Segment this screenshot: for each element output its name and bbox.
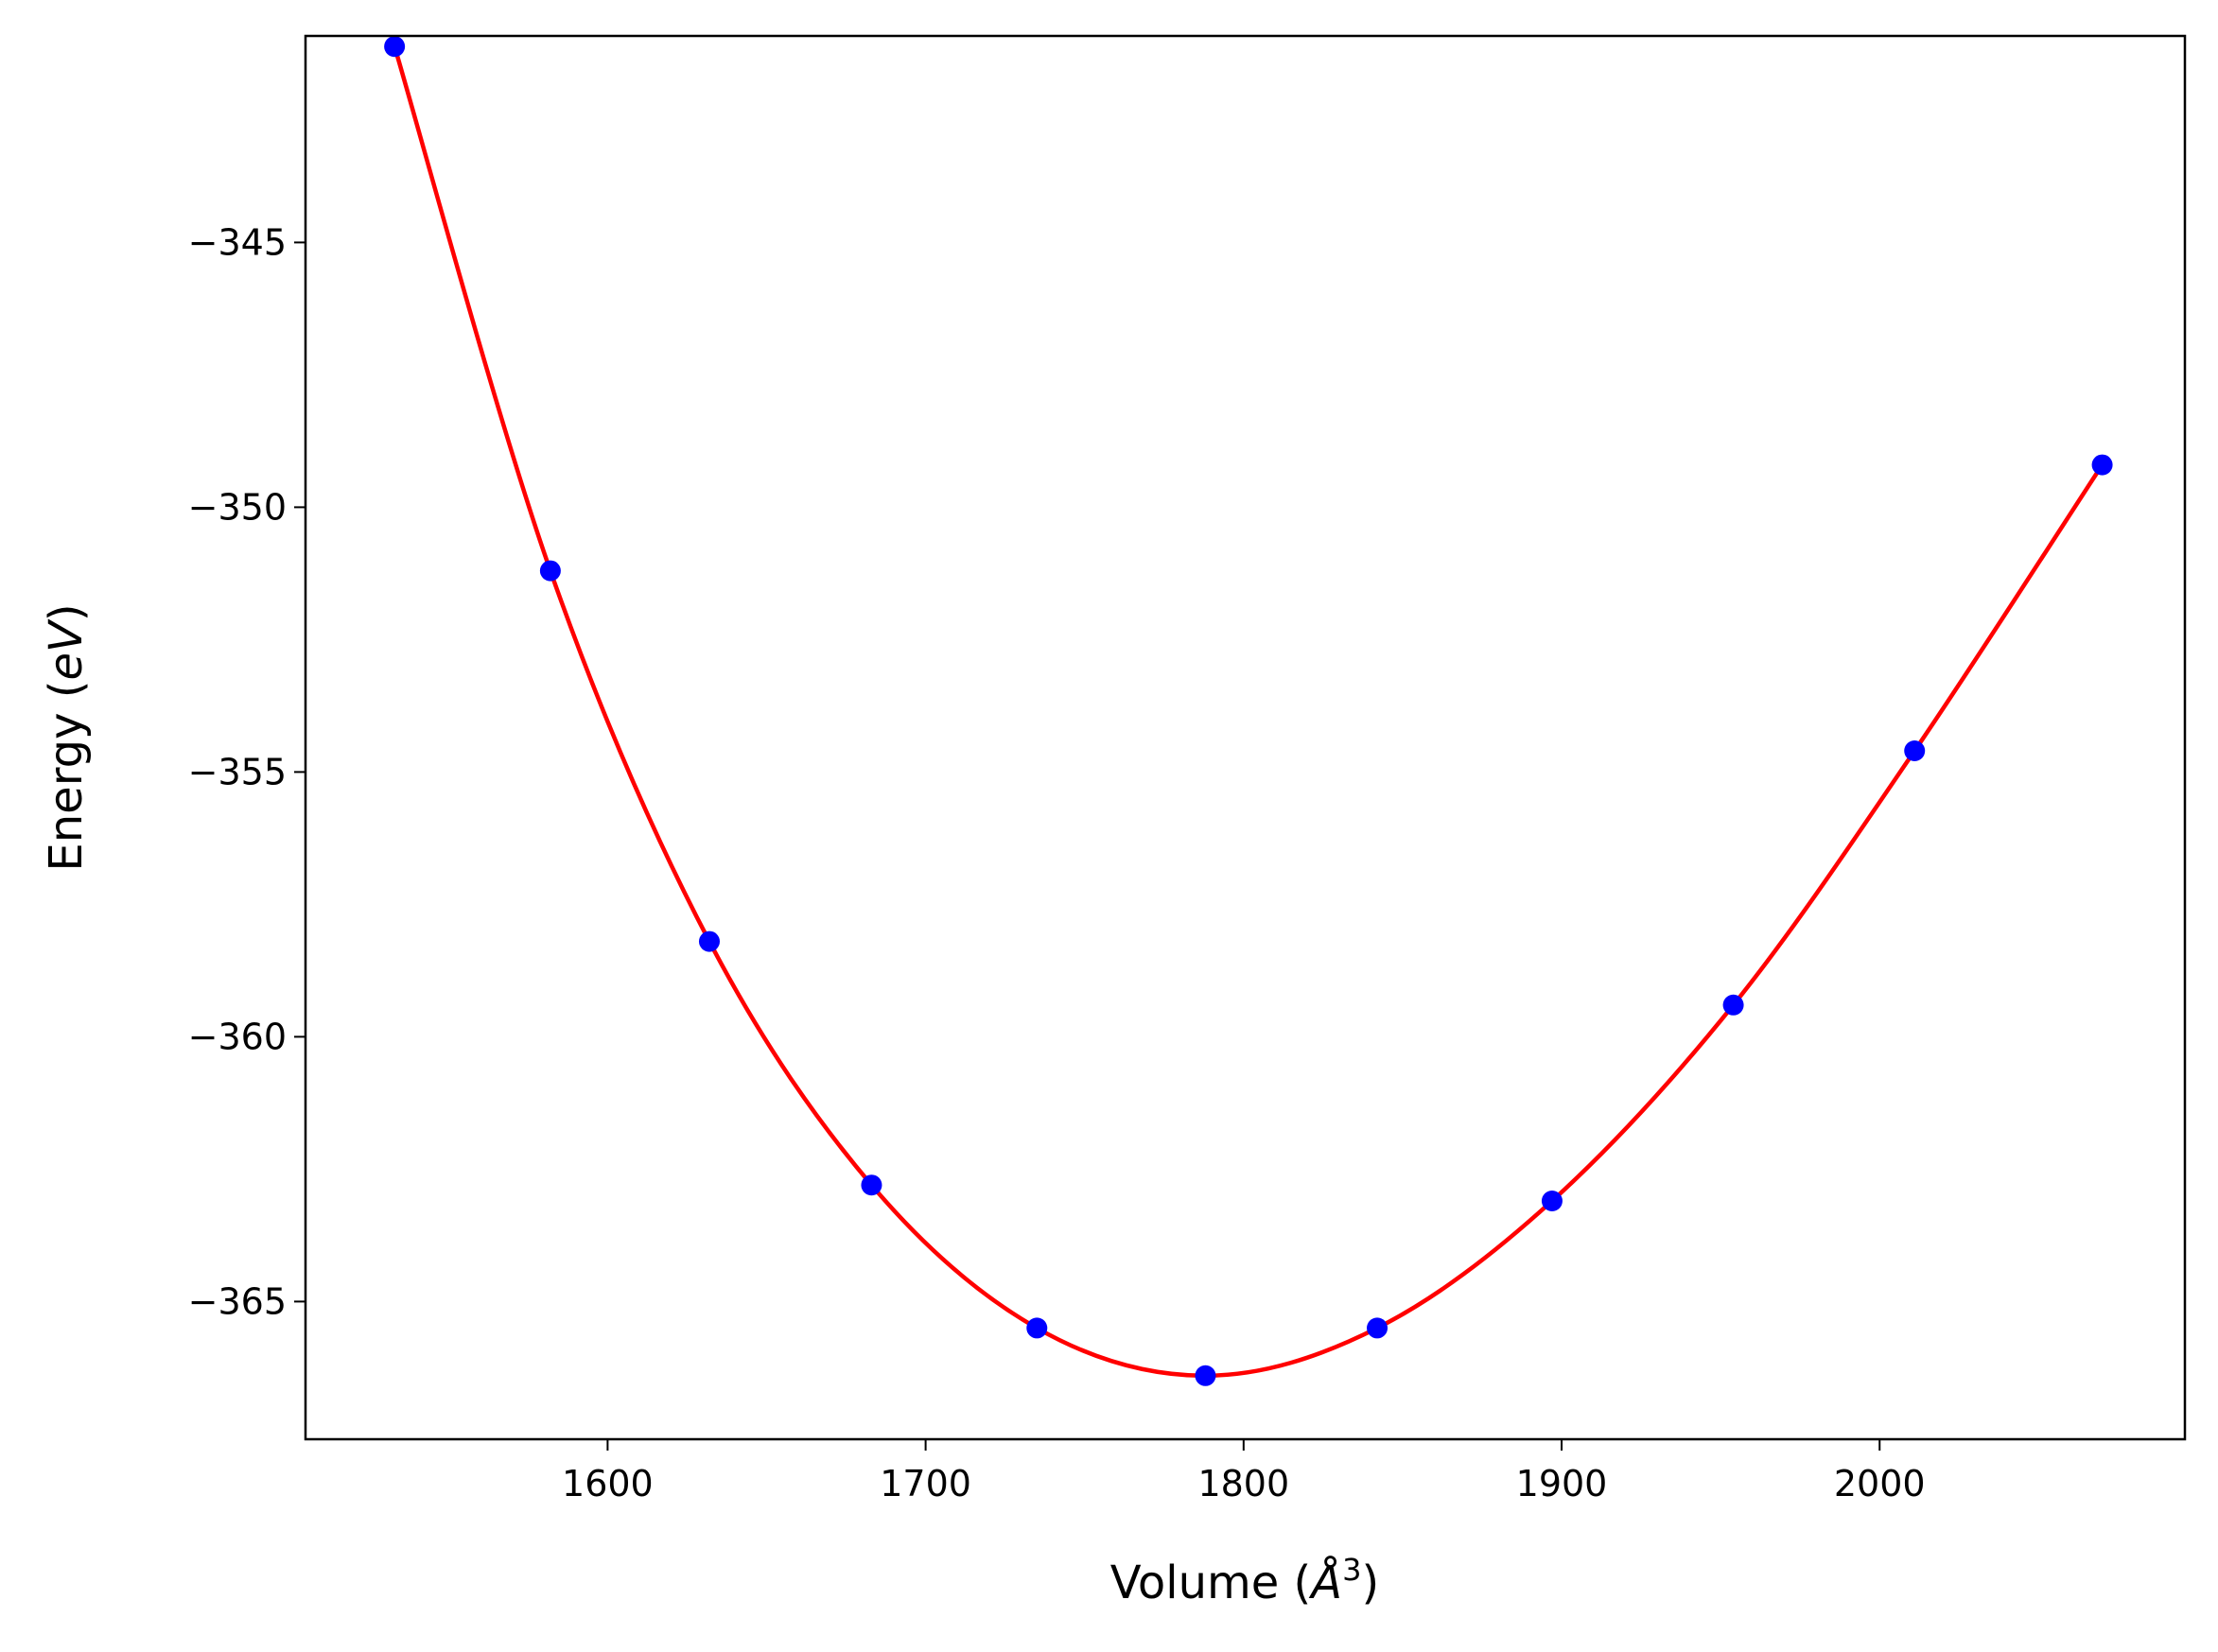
data-point: [1541, 1191, 1563, 1211]
y-tick-label: −360: [188, 1016, 287, 1057]
y-tick-label: −350: [188, 486, 287, 528]
data-point: [539, 560, 561, 582]
fit-curve-line: [392, 45, 2104, 1379]
x-tick-label: 1900: [1516, 1463, 1608, 1504]
x-tick-label: 1600: [562, 1463, 654, 1504]
x-axis-label: Volume (Å3): [1110, 1552, 1379, 1609]
y-axis: −345 −350 −355 −360 −365: [188, 221, 306, 1322]
data-point: [1195, 1365, 1216, 1386]
data-point: [1026, 1317, 1048, 1339]
data-point: [1904, 740, 1926, 761]
data-point: [2091, 454, 2113, 476]
y-tick-label: −365: [188, 1280, 287, 1322]
x-tick-label: 1700: [880, 1463, 971, 1504]
data-point: [1722, 994, 1744, 1016]
y-tick-label: −355: [188, 751, 287, 792]
y-axis-label: Energy (eV): [40, 603, 93, 871]
x-tick-label: 1800: [1197, 1463, 1289, 1504]
plot-area: [384, 36, 2113, 1386]
data-point: [1367, 1317, 1388, 1339]
x-axis: 1600 1700 1800 1900 2000: [562, 1439, 1926, 1504]
plot-frame: [304, 34, 2187, 1441]
x-tick-label: 2000: [1834, 1463, 1926, 1504]
data-point: [861, 1174, 882, 1196]
data-point: [384, 36, 406, 58]
data-point: [698, 930, 720, 952]
y-tick-label: −345: [188, 221, 287, 263]
